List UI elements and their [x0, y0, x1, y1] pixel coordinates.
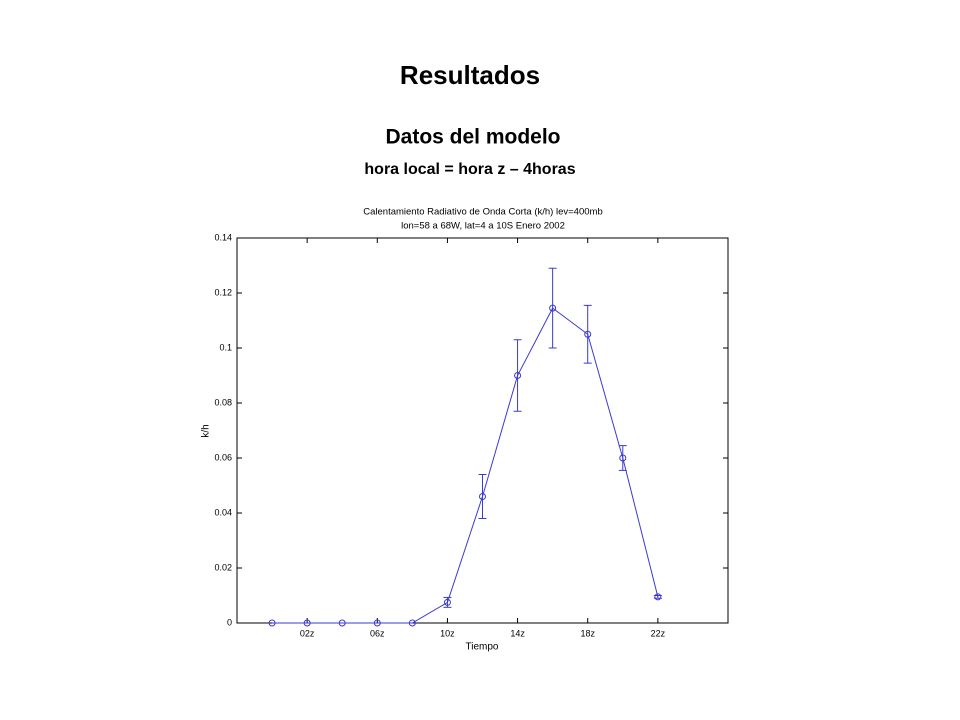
y-tick-label: 0.14 — [214, 232, 232, 242]
y-tick-label: 0.04 — [214, 507, 232, 517]
y-tick-label: 0.08 — [214, 397, 232, 407]
data-point — [443, 598, 451, 606]
x-tick-label: 18z — [580, 628, 595, 638]
y-tick-label: 0.1 — [219, 342, 232, 352]
data-point — [338, 619, 346, 627]
data-point — [268, 619, 276, 627]
y-tick-label: 0.06 — [214, 452, 232, 462]
data-point — [514, 372, 522, 379]
x-tick-label: 22z — [651, 628, 666, 638]
data-point — [584, 330, 592, 338]
chart-title: Calentamiento Radiativo de Onda Corta (k… — [363, 207, 602, 218]
x-tick-label: 14z — [510, 628, 525, 638]
y-tick-label: 0.02 — [214, 562, 232, 572]
x-axis-label: Tiempo — [466, 642, 499, 653]
data-point — [619, 454, 627, 462]
x-tick-label: 10z — [440, 628, 455, 638]
slide-subtitle: Datos del modelo — [385, 126, 560, 149]
data-point — [373, 619, 381, 627]
data-point — [408, 619, 416, 627]
plot-frame — [236, 237, 729, 624]
data-point — [549, 304, 557, 312]
y-axis-label: k/h — [201, 424, 212, 437]
chart-title: lon=58 a 68W, lat=4 a 10S Enero 2002 — [401, 221, 565, 232]
data-line — [272, 307, 659, 624]
data-point — [303, 619, 311, 627]
slide-note: hora local = hora z – 4horas — [364, 161, 575, 178]
data-point — [479, 493, 486, 500]
x-tick-label: 02z — [300, 628, 315, 638]
y-tick-label: 0 — [227, 617, 232, 627]
slide-title: Resultados — [400, 60, 540, 90]
data-point — [654, 593, 662, 601]
y-tick-label: 0.12 — [214, 287, 232, 297]
x-tick-label: 06z — [370, 628, 385, 638]
